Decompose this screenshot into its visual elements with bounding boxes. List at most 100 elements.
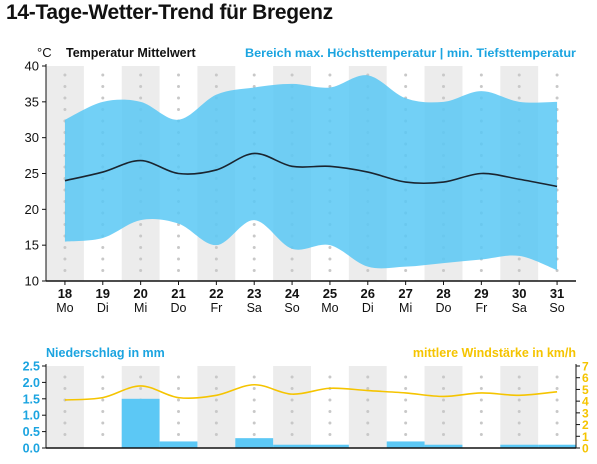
wind-y-tick-label: 1 bbox=[582, 430, 589, 444]
grid-dot bbox=[214, 410, 218, 413]
x-tick-weekday: So bbox=[549, 301, 564, 315]
grid-dot bbox=[517, 398, 521, 402]
x-tick-weekday: So bbox=[284, 301, 299, 315]
x-tick-day: 24 bbox=[285, 286, 300, 301]
grid-dot bbox=[252, 257, 256, 261]
wind-y-tick-label: 2 bbox=[582, 418, 589, 432]
x-tick-day: 21 bbox=[171, 286, 185, 301]
grid-dot bbox=[139, 85, 143, 88]
grid-dot bbox=[290, 410, 294, 413]
grid-dot bbox=[177, 387, 180, 390]
grid-dot bbox=[442, 398, 445, 402]
wind-y-tick-label: 0 bbox=[582, 442, 589, 456]
grid-dot bbox=[252, 73, 256, 77]
x-tick-weekday: Fr bbox=[475, 301, 487, 315]
precip-legend: Niederschlag in mm bbox=[46, 346, 165, 360]
grid-dot bbox=[214, 421, 218, 425]
temp-legend-mean: Temperatur Mittelwert bbox=[66, 46, 196, 60]
x-tick-day: 23 bbox=[247, 286, 261, 301]
grid-dot bbox=[290, 398, 294, 402]
grid-dot bbox=[442, 375, 445, 379]
temp-y-tick-label: 20 bbox=[25, 202, 39, 217]
grid-dot bbox=[479, 73, 483, 77]
grid-dot bbox=[101, 433, 105, 436]
grid-dot bbox=[214, 73, 218, 77]
grid-dot bbox=[177, 96, 180, 100]
grid-dot bbox=[555, 421, 559, 425]
precip-y-tick-label: 0.0 bbox=[23, 442, 40, 456]
grid-dot bbox=[404, 421, 408, 425]
precip-y-tick-label: 0.5 bbox=[23, 425, 40, 439]
grid-dot bbox=[442, 387, 445, 390]
grid-dot bbox=[139, 96, 143, 100]
grid-dot bbox=[252, 246, 256, 249]
grid-dot bbox=[555, 96, 559, 100]
grid-dot bbox=[214, 246, 218, 249]
grid-dot bbox=[101, 421, 105, 425]
grid-dot bbox=[479, 398, 483, 402]
grid-dot bbox=[442, 410, 445, 413]
grid-dot bbox=[252, 234, 256, 238]
grid-dot bbox=[63, 85, 67, 88]
grid-dot bbox=[328, 375, 332, 379]
grid-dot bbox=[479, 387, 483, 390]
grid-dot bbox=[404, 398, 408, 402]
grid-dot bbox=[366, 387, 370, 390]
wind-y-tick-label: 3 bbox=[582, 406, 589, 420]
grid-dot bbox=[479, 421, 483, 425]
precip-y-tick-label: 1.5 bbox=[23, 392, 40, 406]
temperature-range-band bbox=[64, 75, 558, 271]
grid-dot bbox=[177, 246, 180, 249]
wind-y-tick-label: 5 bbox=[582, 383, 589, 397]
grid-dot bbox=[252, 85, 256, 88]
page-title: 14-Tage-Wetter-Trend für Bregenz bbox=[6, 1, 333, 24]
grid-dot bbox=[63, 96, 67, 100]
temperature-chart: 1015202530354018Mo19Di20Mi21Do22Fr23Sa24… bbox=[25, 45, 577, 315]
grid-dot bbox=[63, 269, 67, 272]
wind-y-tick-label: 4 bbox=[582, 395, 589, 409]
x-tick-weekday: Di bbox=[97, 301, 109, 315]
grid-dot bbox=[252, 398, 256, 402]
grid-dot bbox=[139, 375, 143, 379]
x-tick-day: 26 bbox=[361, 286, 375, 301]
grid-dot bbox=[214, 387, 218, 390]
grid-dot bbox=[177, 234, 180, 238]
grid-dot bbox=[63, 433, 67, 436]
grid-dot bbox=[139, 387, 143, 390]
grid-dot bbox=[555, 433, 559, 436]
grid-dot bbox=[328, 398, 332, 402]
grid-dot bbox=[555, 375, 559, 379]
grid-dot bbox=[177, 398, 180, 402]
grid-dot bbox=[366, 269, 370, 272]
grid-dot bbox=[517, 73, 521, 77]
mean-temperature-line bbox=[64, 152, 558, 188]
grid-dot bbox=[479, 85, 483, 88]
grid-dot bbox=[366, 433, 370, 436]
x-tick-weekday: Mi bbox=[399, 301, 412, 315]
grid-dot bbox=[252, 433, 256, 436]
grid-dot bbox=[101, 96, 105, 100]
grid-dot bbox=[404, 387, 408, 390]
grid-dot bbox=[442, 433, 445, 436]
grid-dot bbox=[290, 257, 294, 261]
grid-dot bbox=[139, 257, 143, 261]
grid-dot bbox=[63, 387, 67, 390]
grid-dot bbox=[177, 85, 180, 88]
x-tick-day: 20 bbox=[133, 286, 147, 301]
grid-dot bbox=[404, 73, 408, 77]
x-tick-day: 22 bbox=[209, 286, 223, 301]
grid-dot bbox=[517, 410, 521, 413]
grid-dot bbox=[139, 269, 143, 272]
grid-dot bbox=[252, 269, 256, 272]
grid-dot bbox=[517, 85, 521, 88]
x-tick-weekday: Do bbox=[436, 301, 452, 315]
x-tick-weekday: Do bbox=[171, 301, 187, 315]
grid-dot bbox=[101, 269, 105, 272]
grid-dot bbox=[214, 257, 218, 261]
grid-dot bbox=[328, 269, 332, 272]
precipitation-bar bbox=[159, 441, 198, 448]
grid-dot bbox=[252, 375, 256, 379]
grid-dot bbox=[442, 85, 445, 88]
precipitation-bar bbox=[121, 398, 160, 448]
grid-dot bbox=[63, 257, 67, 261]
